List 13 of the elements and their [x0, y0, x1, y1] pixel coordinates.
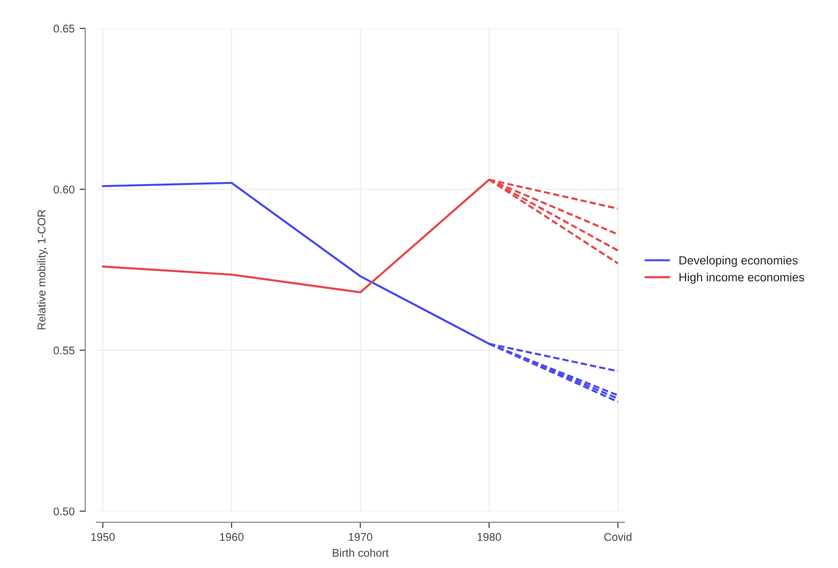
- y-tick-label: 0.55: [54, 346, 74, 354]
- x-axis-title: Birth cohort: [332, 548, 389, 557]
- y-tick-label: 0.65: [54, 24, 74, 33]
- y-tick-label: 0.50: [54, 507, 74, 516]
- x-tick-label: 1970: [348, 533, 372, 541]
- x-tick-label: 1950: [91, 533, 115, 541]
- x-tick-label: Covid: [604, 532, 632, 541]
- x-tick-label: 1980: [478, 533, 502, 541]
- y-axis-title: Relative mobility, 1-COR: [37, 210, 48, 330]
- legend-label: High income economies: [680, 272, 804, 284]
- x-tick-label: 1960: [220, 533, 244, 541]
- legend-label: Developing economies: [680, 256, 798, 267]
- y-tick-label: 0.60: [54, 186, 74, 194]
